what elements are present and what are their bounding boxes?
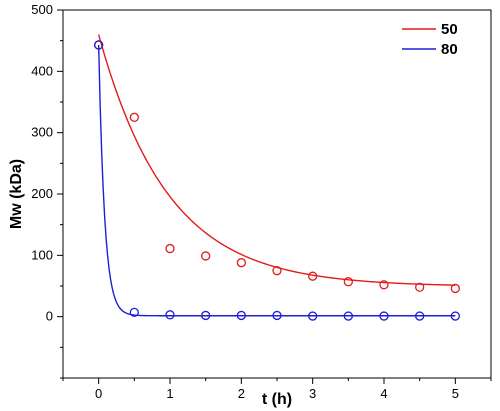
y-tick-label: 200 xyxy=(31,186,53,201)
x-tick-label: 5 xyxy=(452,386,459,401)
data-point-80 xyxy=(308,311,318,321)
data-point-80 xyxy=(379,311,389,321)
data-point-50 xyxy=(308,271,318,281)
data-point-80 xyxy=(129,307,139,318)
axis-ticks xyxy=(57,9,492,384)
data-point-80 xyxy=(165,310,175,320)
legend-label-80: 80 xyxy=(441,41,458,58)
data-point-50 xyxy=(201,251,211,261)
data-point-80 xyxy=(415,311,425,321)
data-point-80 xyxy=(201,310,211,321)
x-tick-label: 3 xyxy=(309,386,316,401)
y-tick-label: 400 xyxy=(31,63,53,78)
data-point-80 xyxy=(94,40,104,50)
x-axis-title: t (h) xyxy=(262,391,292,408)
y-tick-label: 500 xyxy=(31,2,53,17)
x-tick-label: 4 xyxy=(380,386,387,401)
data-point-80 xyxy=(343,311,353,321)
data-point-50 xyxy=(450,283,460,294)
y-tick-label: 100 xyxy=(31,247,53,262)
y-tick-label: 0 xyxy=(46,309,53,324)
x-tick-label: 2 xyxy=(238,386,245,401)
x-tick-label: 1 xyxy=(166,386,173,401)
data-point-50 xyxy=(379,280,389,290)
data-point-50 xyxy=(236,258,246,268)
data-point-50 xyxy=(343,277,353,287)
fit-curve-50 xyxy=(97,34,456,286)
y-axis-title: Mw (kDa) xyxy=(8,159,25,229)
data-markers xyxy=(94,40,460,321)
fit-curve-80 xyxy=(97,44,456,317)
data-point-50 xyxy=(272,266,282,276)
x-tick-label: 0 xyxy=(95,386,102,401)
legend-label-50: 50 xyxy=(441,21,458,38)
y-tick-label: 300 xyxy=(31,125,53,140)
data-point-50 xyxy=(415,282,425,292)
plot-frame xyxy=(62,9,492,379)
data-point-80 xyxy=(236,310,246,321)
data-point-50 xyxy=(129,112,139,122)
data-point-80 xyxy=(272,310,282,321)
data-point-50 xyxy=(165,243,175,254)
data-point-80 xyxy=(450,311,460,321)
fit-curves xyxy=(97,34,456,317)
